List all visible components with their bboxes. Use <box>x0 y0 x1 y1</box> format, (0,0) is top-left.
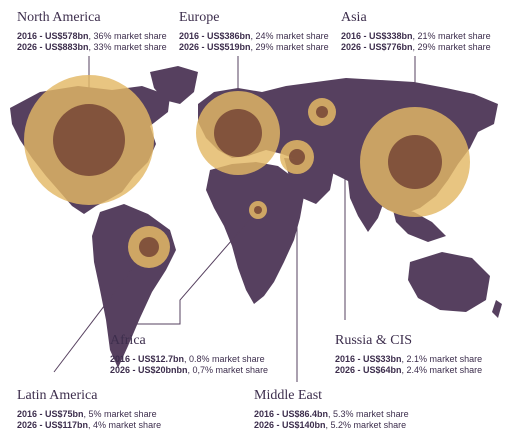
asia-label: Asia 2016 - US$338bn, 21% market share 2… <box>341 10 491 53</box>
stat-2016-value: 2016 - US$578bn <box>17 31 89 41</box>
stat-2016: 2016 - US$338bn, 21% market share <box>341 31 491 42</box>
stat-2026: 2026 - US$776bn, 29% market share <box>341 42 491 53</box>
africa-landmass <box>206 162 304 304</box>
region-name: Middle East <box>254 388 323 403</box>
bubbles <box>24 75 470 268</box>
stat-2026: 2026 - US$64bn, 2.4% market share <box>335 365 482 376</box>
north-america-bubble-2016 <box>53 104 125 176</box>
stat-2026: 2026 - US$883bn, 33% market share <box>17 42 167 53</box>
region-name: North America <box>17 10 101 25</box>
region-name: Asia <box>341 10 367 25</box>
stat-2026-share: , 29% market share <box>250 42 329 52</box>
region-name: Latin America <box>17 388 98 403</box>
australia-landmass <box>408 252 490 312</box>
middle-east-bubble-2016 <box>289 149 305 165</box>
stat-2016-value: 2016 - US$75bn <box>17 409 84 419</box>
stat-2026-value: 2026 - US$776bn <box>341 42 413 52</box>
europe-label: Europe 2016 - US$386bn, 24% market share… <box>179 10 329 53</box>
stat-2026-value: 2026 - US$883bn <box>17 42 89 52</box>
stat-2016-share: , 0.8% market share <box>184 354 265 364</box>
stat-2016: 2016 - US$578bn, 36% market share <box>17 31 167 42</box>
region-name: Europe <box>179 10 220 25</box>
new-zealand-landmass <box>492 300 502 318</box>
latin-america-connector <box>53 246 150 373</box>
stat-2016-value: 2016 - US$12.7bn <box>110 354 185 364</box>
stat-2016-share: , 5.3% market share <box>328 409 409 419</box>
russia-cis-bubble-2016 <box>316 106 328 118</box>
stat-2026: 2026 - US$20bnbn, 0,7% market share <box>110 365 268 376</box>
region-name: Africa <box>110 333 146 348</box>
latin-america-bubble-2016 <box>139 237 159 257</box>
africa-bubble-2016 <box>254 206 262 214</box>
stat-2026-value: 2026 - US$117bn <box>17 420 89 430</box>
stat-2016-share: , 5% market share <box>83 409 157 419</box>
stat-2016-value: 2016 - US$386bn <box>179 31 251 41</box>
stat-2016-value: 2016 - US$33bn <box>335 354 402 364</box>
stat-2026-share: , 29% market share <box>412 42 491 52</box>
north-america-label: North America 2016 - US$578bn, 36% marke… <box>17 10 167 53</box>
stat-2016-share: , 21% market share <box>412 31 491 41</box>
stat-2026-share: , 4% market share <box>88 420 162 430</box>
europe-bubble-2016 <box>214 109 262 157</box>
stat-2016-value: 2016 - US$338bn <box>341 31 413 41</box>
africa-label: Africa 2016 - US$12.7bn, 0.8% market sha… <box>110 333 268 376</box>
stat-2026-share: , 2.4% market share <box>401 365 483 375</box>
stat-2026-value: 2026 - US$519bn <box>179 42 251 52</box>
stat-2016-value: 2016 - US$86.4bn <box>254 409 329 419</box>
latin-america-label: Latin America 2016 - US$75bn, 5% market … <box>17 388 161 431</box>
africa-connector <box>110 209 259 325</box>
greenland-landmass <box>150 66 198 104</box>
stat-2016-share: , 2.1% market share <box>401 354 483 364</box>
stat-2026: 2026 - US$519bn, 29% market share <box>179 42 329 53</box>
stat-2026-share: , 5.2% market share <box>325 420 407 430</box>
middle-east-label: Middle East 2016 - US$86.4bn, 5.3% marke… <box>254 388 409 431</box>
stat-2026: 2026 - US$140bn, 5.2% market share <box>254 420 409 431</box>
stat-2026-value: 2026 - US$64bn <box>335 365 402 375</box>
stat-2026-share: , 0,7% market share <box>187 365 269 375</box>
stat-2016-share: , 24% market share <box>250 31 329 41</box>
russia-cis-label: Russia & CIS 2016 - US$33bn, 2.1% market… <box>335 333 482 376</box>
stat-2016: 2016 - US$386bn, 24% market share <box>179 31 329 42</box>
stat-2026-value: 2026 - US$140bn <box>254 420 326 430</box>
stat-2026: 2026 - US$117bn, 4% market share <box>17 420 161 431</box>
stat-2016: 2016 - US$75bn, 5% market share <box>17 409 161 420</box>
stat-2026-share: , 33% market share <box>88 42 167 52</box>
stat-2016: 2016 - US$12.7bn, 0.8% market share <box>110 354 268 365</box>
stat-2016: 2016 - US$86.4bn, 5.3% market share <box>254 409 409 420</box>
stat-2016-share: , 36% market share <box>88 31 167 41</box>
stat-2026-value: 2026 - US$20bnbn <box>110 365 188 375</box>
asia-bubble-2016 <box>388 135 442 189</box>
region-name: Russia & CIS <box>335 333 413 348</box>
stat-2016: 2016 - US$33bn, 2.1% market share <box>335 354 482 365</box>
